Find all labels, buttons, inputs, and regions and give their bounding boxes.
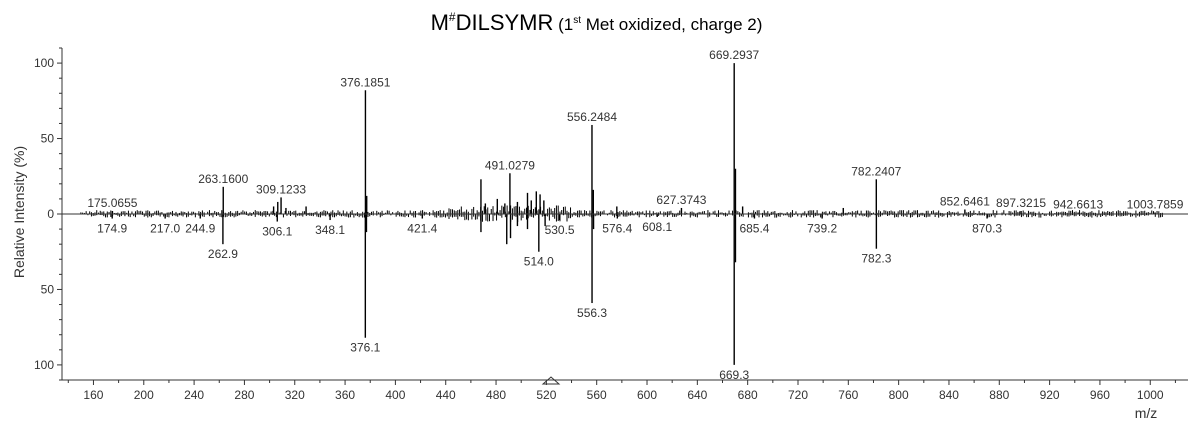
- x-tick-label: 640: [687, 388, 707, 402]
- x-tick-label: 360: [335, 388, 355, 402]
- x-tick-label: 200: [134, 388, 154, 402]
- peak-label: 782.3: [861, 252, 891, 266]
- x-tick-label: 800: [889, 388, 909, 402]
- x-tick-label: 760: [838, 388, 858, 402]
- x-axis-label: m/z: [1135, 405, 1158, 421]
- peak-label: 306.1: [262, 225, 292, 239]
- peak-label: 576.4: [602, 222, 632, 236]
- peak-label: 514.0: [524, 255, 554, 269]
- peak-label: 244.9: [185, 222, 215, 236]
- x-tick-label: 960: [1090, 388, 1110, 402]
- peak-label-layer: 175.0655 263.1600 309.1233 376.1851 491.0279…: [87, 48, 1183, 382]
- peak-label: 739.2: [807, 222, 837, 236]
- chart-title: M#DILSYMR (1st Met oxidized, charge 2): [0, 10, 1193, 36]
- peak-label: 1003.7859: [1127, 197, 1184, 211]
- x-tick-label: 680: [738, 388, 758, 402]
- y-tick-label: 100: [34, 56, 54, 70]
- peak-label: 852.6461: [940, 194, 990, 208]
- x-tick-label: 320: [285, 388, 305, 402]
- x-tick-label: 440: [436, 388, 456, 402]
- x-tick-label: 880: [989, 388, 1009, 402]
- peak-label: 942.6613: [1053, 197, 1103, 211]
- peak-layer: [111, 63, 1156, 365]
- peak-label: 897.3215: [996, 196, 1046, 210]
- x-tick-label: 1000: [1137, 388, 1164, 402]
- x-tick-label: 280: [234, 388, 254, 402]
- peak-label: 669.3: [719, 368, 749, 382]
- peak-label: 556.3: [577, 306, 607, 320]
- title-paren-open: (1: [553, 15, 574, 34]
- x-tick-label: 920: [1040, 388, 1060, 402]
- peak-label: 174.9: [97, 222, 127, 236]
- peak-label: 556.2484: [567, 110, 617, 124]
- peak-label: 376.1: [350, 341, 380, 355]
- y-tick-label: 50: [41, 132, 55, 146]
- peak-label: 217.0: [150, 222, 180, 236]
- peak-label: 608.1: [642, 220, 672, 234]
- peak-label: 782.2407: [851, 164, 901, 178]
- x-tick-label: 560: [587, 388, 607, 402]
- x-tick-label: 480: [486, 388, 506, 402]
- y-tick-label: 0: [47, 207, 54, 221]
- title-peptide-prefix: M: [430, 10, 449, 35]
- x-tick-label: 840: [939, 388, 959, 402]
- peak-label: 491.0279: [485, 158, 535, 172]
- y-axis-label: Relative Intensity (%): [11, 146, 27, 278]
- x-tick-label: 520: [536, 388, 556, 402]
- x-tick-label: 600: [637, 388, 657, 402]
- peak-label: 627.3743: [656, 193, 706, 207]
- axes-layer: 100 50 0 50 100 160 200 240 280 320 360 400 440 480 52…: [34, 47, 1188, 402]
- x-tick-label: 400: [385, 388, 405, 402]
- title-mod-symbol: #: [448, 10, 456, 24]
- peak-label: 530.5: [545, 223, 575, 237]
- y-tick-label: 100: [34, 358, 54, 372]
- peak-label: 669.2937: [709, 48, 759, 62]
- title-paren-rest: Met oxidized, charge 2): [581, 15, 763, 34]
- y-tick-label: 50: [41, 282, 55, 296]
- peak-label: 263.1600: [198, 172, 248, 186]
- peak-label: 309.1233: [256, 182, 306, 196]
- zoom-marker-icon[interactable]: [541, 376, 561, 385]
- peak-label: 175.0655: [87, 196, 137, 210]
- x-tick-label: 240: [184, 388, 204, 402]
- peak-label: 348.1: [315, 223, 345, 237]
- title-peptide-rest: DILSYMR: [455, 10, 554, 35]
- peak-label: 262.9: [208, 247, 238, 261]
- x-tick-label: 160: [83, 388, 103, 402]
- peak-label: 870.3: [972, 222, 1002, 236]
- peak-label: 376.1851: [340, 75, 390, 89]
- peak-label: 685.4: [739, 222, 769, 236]
- title-ordinal: st: [573, 15, 581, 26]
- peak-label: 421.4: [407, 222, 437, 236]
- x-tick-label: 720: [788, 388, 808, 402]
